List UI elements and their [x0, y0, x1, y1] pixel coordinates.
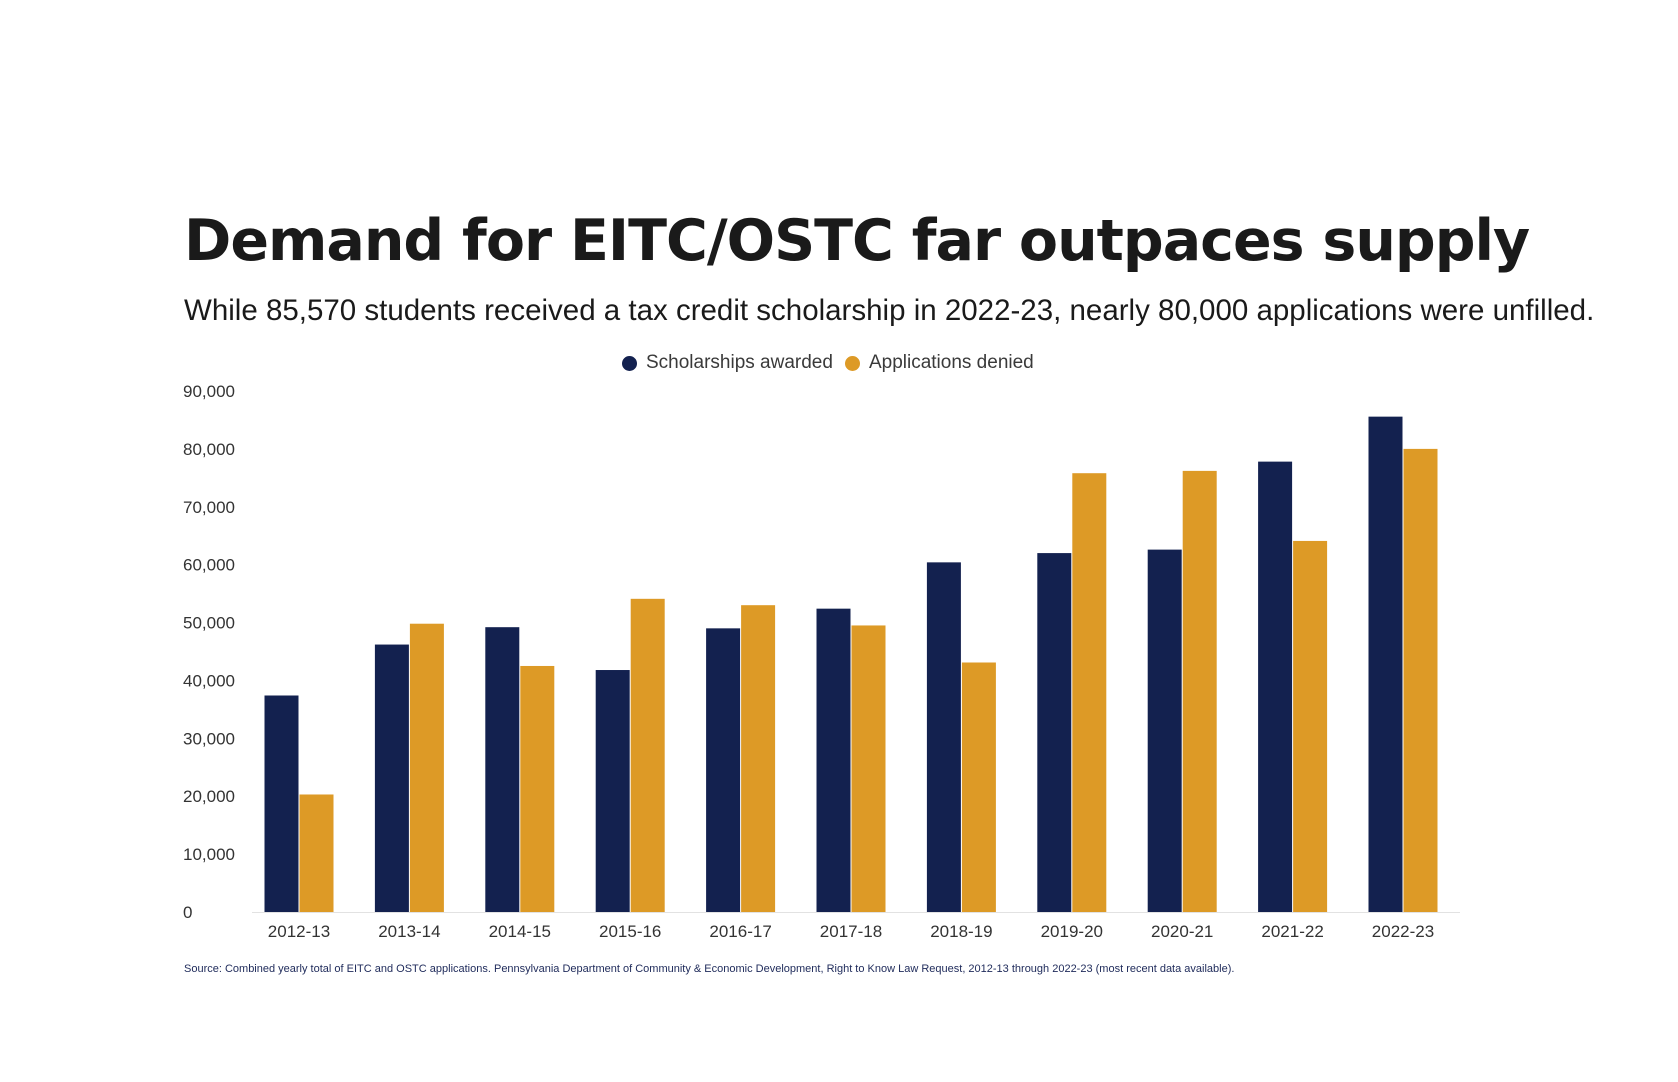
bar-scholarships-awarded — [374, 644, 409, 912]
legend-label-denied: Applications denied — [868, 352, 1034, 373]
bar-applications-denied — [409, 623, 444, 912]
x-tick-label: 2020-21 — [1151, 922, 1213, 941]
legend-item-denied: Applications denied — [844, 352, 1034, 374]
y-tick-label: 50,000 — [183, 614, 235, 633]
y-tick-label: 10,000 — [183, 845, 235, 864]
x-tick-label: 2017-18 — [820, 922, 882, 941]
y-axis: 0 10,000 20,000 30,000 40,000 50,000 60,000 70,… — [183, 382, 235, 922]
bar-scholarships-awarded — [1368, 416, 1403, 912]
bar-applications-denied — [630, 598, 665, 912]
bar-applications-denied — [741, 605, 776, 912]
bar-scholarships-awarded — [926, 562, 961, 912]
bar-applications-denied — [1182, 470, 1217, 912]
x-axis: 2012-13 2013-14 2014-15 2015-16 2016-17 2017-… — [268, 922, 1434, 941]
bar-applications-denied — [299, 794, 334, 912]
x-tick-label: 2022-23 — [1372, 922, 1434, 941]
x-tick-label: 2014-15 — [489, 922, 551, 941]
gold-circle-icon — [844, 355, 860, 371]
bar-applications-denied — [1293, 540, 1328, 912]
x-tick-label: 2019-20 — [1041, 922, 1103, 941]
x-tick-label: 2016-17 — [709, 922, 771, 941]
bar-scholarships-awarded — [485, 627, 520, 912]
bar-scholarships-awarded — [264, 695, 299, 912]
bar-applications-denied — [520, 665, 555, 912]
y-tick-label: 60,000 — [183, 556, 235, 575]
chart-legend: Scholarships awarded Applications denied — [622, 352, 1046, 374]
bar-applications-denied — [1072, 473, 1107, 912]
bar-scholarships-awarded — [1147, 549, 1182, 912]
chart-title: Demand for EITC/OSTC far outpaces supply — [184, 208, 1530, 274]
bar-scholarships-awarded — [1258, 461, 1293, 912]
y-tick-label: 80,000 — [183, 440, 235, 459]
navy-circle-icon — [622, 355, 637, 371]
chart-subtitle: While 85,570 students received a tax cre… — [184, 294, 1595, 327]
bar-applications-denied — [851, 625, 886, 912]
y-tick-label: 70,000 — [183, 498, 235, 517]
y-tick-label: 40,000 — [183, 671, 235, 690]
bar-applications-denied — [1403, 448, 1438, 912]
legend-item-scholarships: Scholarships awarded — [622, 352, 833, 374]
y-tick-label: 20,000 — [183, 787, 235, 806]
bar-scholarships-awarded — [595, 670, 630, 912]
x-tick-label: 2018-19 — [930, 922, 992, 941]
bar-scholarships-awarded — [1037, 553, 1072, 912]
x-tick-label: 2021-22 — [1261, 922, 1323, 941]
bars — [264, 416, 1438, 912]
x-tick-label: 2013-14 — [378, 922, 440, 941]
y-tick-label: 30,000 — [183, 729, 235, 748]
bar-applications-denied — [961, 662, 996, 912]
legend-label-scholarships: Scholarships awarded — [646, 352, 833, 373]
y-tick-label: 90,000 — [183, 382, 235, 401]
bar-scholarships-awarded — [706, 628, 741, 912]
bar-scholarships-awarded — [816, 608, 851, 912]
y-tick-label: 0 — [183, 903, 192, 922]
x-tick-label: 2012-13 — [268, 922, 330, 941]
source-note: Source: Combined yearly total of EITC an… — [184, 963, 1235, 975]
x-tick-label: 2015-16 — [599, 922, 661, 941]
